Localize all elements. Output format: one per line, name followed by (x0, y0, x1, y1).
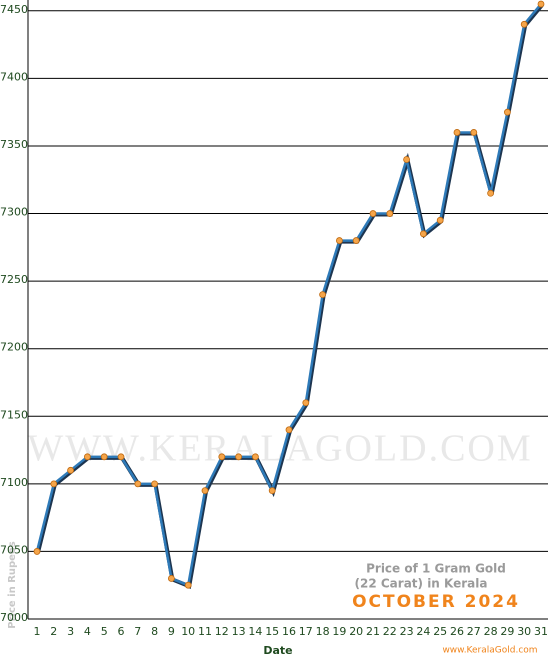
point (419, 230, 427, 238)
point (520, 20, 528, 28)
y-tick-label: 7200 (0, 341, 28, 354)
point (470, 129, 478, 136)
y-tick-label: 7050 (0, 543, 28, 556)
x-tick-label: 12 (215, 625, 229, 638)
point (218, 453, 226, 461)
x-axis-label: Date (263, 644, 292, 657)
y-axis-label: Price in Rupees (7, 541, 18, 628)
x-tick-label: 5 (101, 625, 108, 638)
point (167, 575, 175, 582)
y-tick-label: 7400 (0, 70, 28, 83)
point (487, 189, 495, 197)
x-tick-label: 29 (500, 625, 514, 638)
point (302, 399, 310, 407)
x-tick-label: 28 (484, 625, 498, 638)
point (50, 480, 58, 488)
point (251, 453, 259, 461)
point (184, 581, 192, 589)
x-tick-label: 15 (265, 625, 279, 638)
y-tick-label: 7450 (0, 3, 28, 16)
x-tick-label: 3 (67, 625, 74, 638)
x-tick-label: 22 (383, 625, 397, 638)
point (403, 156, 411, 163)
x-tick-label: 7 (134, 625, 141, 638)
x-tick-label: 31 (534, 625, 548, 638)
x-tick-label: 11 (198, 625, 212, 638)
x-tick-label: 16 (282, 625, 296, 638)
credit: www.KeralaGold.com (442, 646, 537, 656)
point (134, 480, 142, 488)
x-tick-label: 23 (400, 625, 414, 638)
x-tick-label: 10 (181, 625, 195, 638)
x-tick-label: 4 (84, 625, 91, 638)
y-tick-label: 7000 (0, 611, 28, 624)
point (67, 466, 74, 474)
x-tick-label: 14 (248, 625, 262, 638)
point (100, 453, 108, 461)
point (453, 129, 461, 136)
point (285, 426, 293, 434)
point (235, 453, 243, 461)
y-tick-label: 7250 (0, 273, 28, 286)
x-tick-label: 17 (299, 625, 313, 638)
x-tick-label: 21 (366, 625, 380, 638)
y-tick-label: 7150 (0, 408, 28, 421)
x-tick-label: 30 (517, 625, 531, 638)
point (201, 487, 209, 495)
annotation: (22 Carat) in Kerala (355, 577, 488, 591)
point (369, 210, 377, 217)
y-tick-label: 7350 (0, 138, 28, 151)
x-tick-label: 6 (118, 625, 125, 638)
x-tick-label: 26 (450, 625, 464, 638)
line-shadow (36, 3, 544, 589)
x-tick-label: 9 (168, 625, 175, 638)
annotation: Price of 1 Gram Gold (366, 562, 506, 576)
x-tick-label: 24 (416, 625, 430, 638)
point (151, 480, 159, 488)
point (319, 291, 327, 299)
x-tick-label: 27 (467, 625, 481, 638)
x-tick-label: 20 (349, 625, 363, 638)
point (84, 453, 91, 461)
line (35, 3, 542, 587)
point (537, 0, 545, 8)
point (436, 216, 444, 224)
point (117, 453, 125, 461)
x-tick-label: 1 (34, 625, 41, 638)
x-tick-label: 13 (232, 625, 246, 638)
x-tick-label: 2 (50, 625, 57, 638)
x-tick-label: 19 (332, 625, 346, 638)
y-tick-label: 7300 (0, 206, 28, 219)
x-tick-label: 8 (151, 625, 158, 638)
y-tick-label: 7100 (0, 476, 28, 489)
point (268, 487, 276, 495)
point (503, 108, 511, 116)
point (33, 548, 41, 555)
x-tick-label: 25 (433, 625, 447, 638)
point (352, 237, 360, 244)
point (335, 237, 343, 244)
x-tick-label: 18 (316, 625, 330, 638)
subtitle: OCTOBER 2024 (352, 592, 520, 612)
point (386, 210, 394, 217)
